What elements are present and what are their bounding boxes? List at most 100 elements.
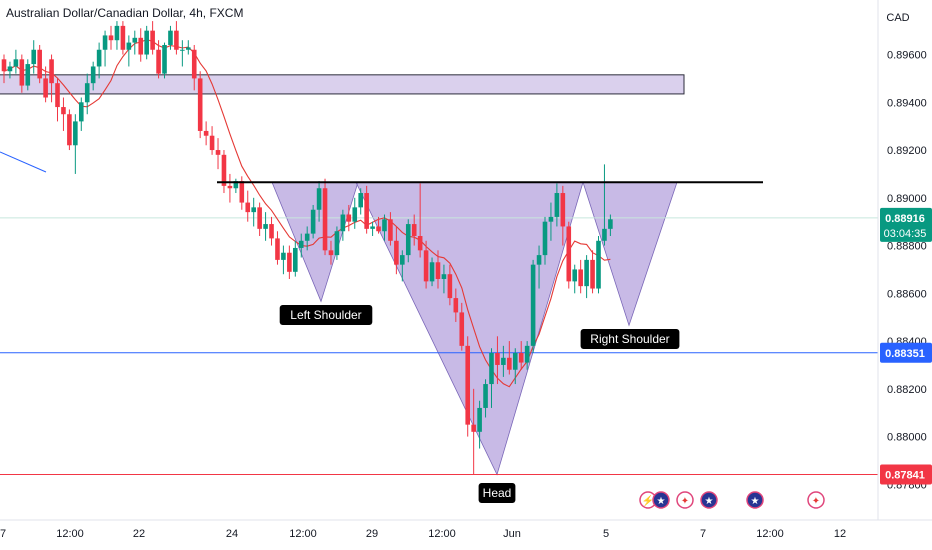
candle-body	[304, 233, 310, 241]
candle-body	[358, 193, 363, 208]
candle-body	[328, 250, 334, 256]
x-tick-label: 5	[603, 528, 609, 540]
candle-body	[578, 269, 583, 287]
candle-body	[489, 353, 494, 385]
candle-body	[441, 274, 447, 279]
candle-body	[370, 226, 375, 229]
candle-body	[465, 345, 471, 425]
ca-flag-icon-glyph: ✦	[681, 496, 689, 507]
candle-body	[453, 298, 459, 313]
candle-body	[352, 207, 358, 222]
candle-body	[239, 181, 245, 203]
candle-body	[590, 259, 595, 289]
candle-body	[584, 259, 589, 287]
candle-body	[168, 30, 173, 45]
y-tick-label: 0.89000	[887, 193, 927, 205]
au-flag-icon	[700, 491, 718, 509]
candle-body	[37, 49, 42, 79]
x-tick-label: 22	[133, 528, 145, 540]
candle-body	[287, 252, 292, 272]
candle-body	[602, 228, 607, 241]
candle-body	[524, 345, 530, 363]
y-tick-label: 0.88000	[887, 432, 927, 444]
y-tick-label: 0.88800	[887, 241, 927, 253]
candle-body	[263, 224, 268, 229]
candle-body	[221, 154, 227, 186]
ca-flag-icon-glyph: ✦	[812, 496, 820, 507]
candle-body	[548, 216, 554, 222]
candle-body	[536, 255, 542, 265]
candle-body	[55, 83, 60, 108]
candle-body	[215, 150, 221, 155]
candle-body	[138, 37, 144, 55]
symbol-title: Australian Dollar/Canadian Dollar, 4h, F…	[6, 6, 244, 20]
candle-body	[233, 181, 239, 189]
candle-body	[84, 83, 90, 103]
candle-body	[411, 224, 417, 237]
candle-body	[459, 312, 465, 346]
x-tick-label: 12:00	[428, 528, 456, 540]
price-badge-label: 0.87841	[885, 470, 925, 482]
y-tick-label: 0.88200	[887, 384, 927, 396]
x-tick-label: 29	[366, 528, 378, 540]
candle-body	[608, 219, 613, 229]
price-badge-2	[880, 464, 932, 485]
candle-body	[197, 78, 203, 131]
currency-label: CAD	[886, 12, 909, 24]
candle-body	[501, 357, 506, 365]
candle-body	[96, 49, 102, 67]
candle-body	[429, 262, 435, 282]
head-label-box	[478, 483, 516, 503]
x-tick-label: Jun	[503, 528, 521, 540]
candle-body	[90, 66, 96, 84]
candle-body	[156, 49, 161, 74]
candle-body	[1, 59, 7, 72]
candle-body	[477, 407, 482, 432]
price-axis-bg	[878, 0, 932, 550]
candle-body	[382, 219, 387, 232]
y-tick-label: 0.89400	[887, 97, 927, 109]
ca-flag-icon	[807, 491, 825, 509]
candle-body	[447, 274, 453, 299]
price-badge-0	[880, 207, 932, 242]
candle-body	[572, 269, 578, 282]
candle-body	[310, 209, 316, 234]
candle-body	[132, 37, 138, 43]
candle-body	[435, 262, 441, 279]
price-badge-label: 0.88916	[885, 213, 925, 225]
candle-body	[566, 226, 572, 282]
countdown-label: 03:04:35	[884, 228, 927, 240]
candle-body	[340, 214, 346, 232]
price-badge-label: 0.88351	[885, 348, 925, 360]
candle-body	[400, 255, 405, 265]
x-tick-label: 12:00	[756, 528, 784, 540]
candle-body	[78, 102, 84, 122]
candle-body	[114, 25, 120, 41]
au-flag-icon	[652, 491, 670, 509]
candle-body	[251, 207, 256, 213]
time-axis-bg	[0, 520, 932, 550]
head-label: Head	[483, 486, 512, 500]
candle-body	[203, 130, 209, 136]
x-tick-label: 7	[0, 528, 6, 540]
candle-body	[554, 193, 560, 217]
candle-body	[512, 353, 518, 370]
candle-body	[162, 44, 167, 74]
candle-body	[388, 219, 393, 241]
x-tick-label: 12:00	[289, 528, 317, 540]
candles-layer	[1, 21, 613, 475]
candle-body	[364, 193, 369, 229]
candle-body	[191, 49, 197, 79]
candle-body	[180, 49, 185, 51]
price-badge-1	[880, 342, 932, 363]
right-shoulder-label-box	[580, 329, 680, 349]
y-tick-label: 0.89600	[887, 50, 927, 62]
candle-body	[507, 357, 512, 370]
y-tick-label: 0.88600	[887, 288, 927, 300]
candle-body	[376, 226, 381, 232]
candle-body	[49, 59, 54, 84]
candle-body	[31, 49, 37, 65]
candle-body	[530, 264, 536, 346]
